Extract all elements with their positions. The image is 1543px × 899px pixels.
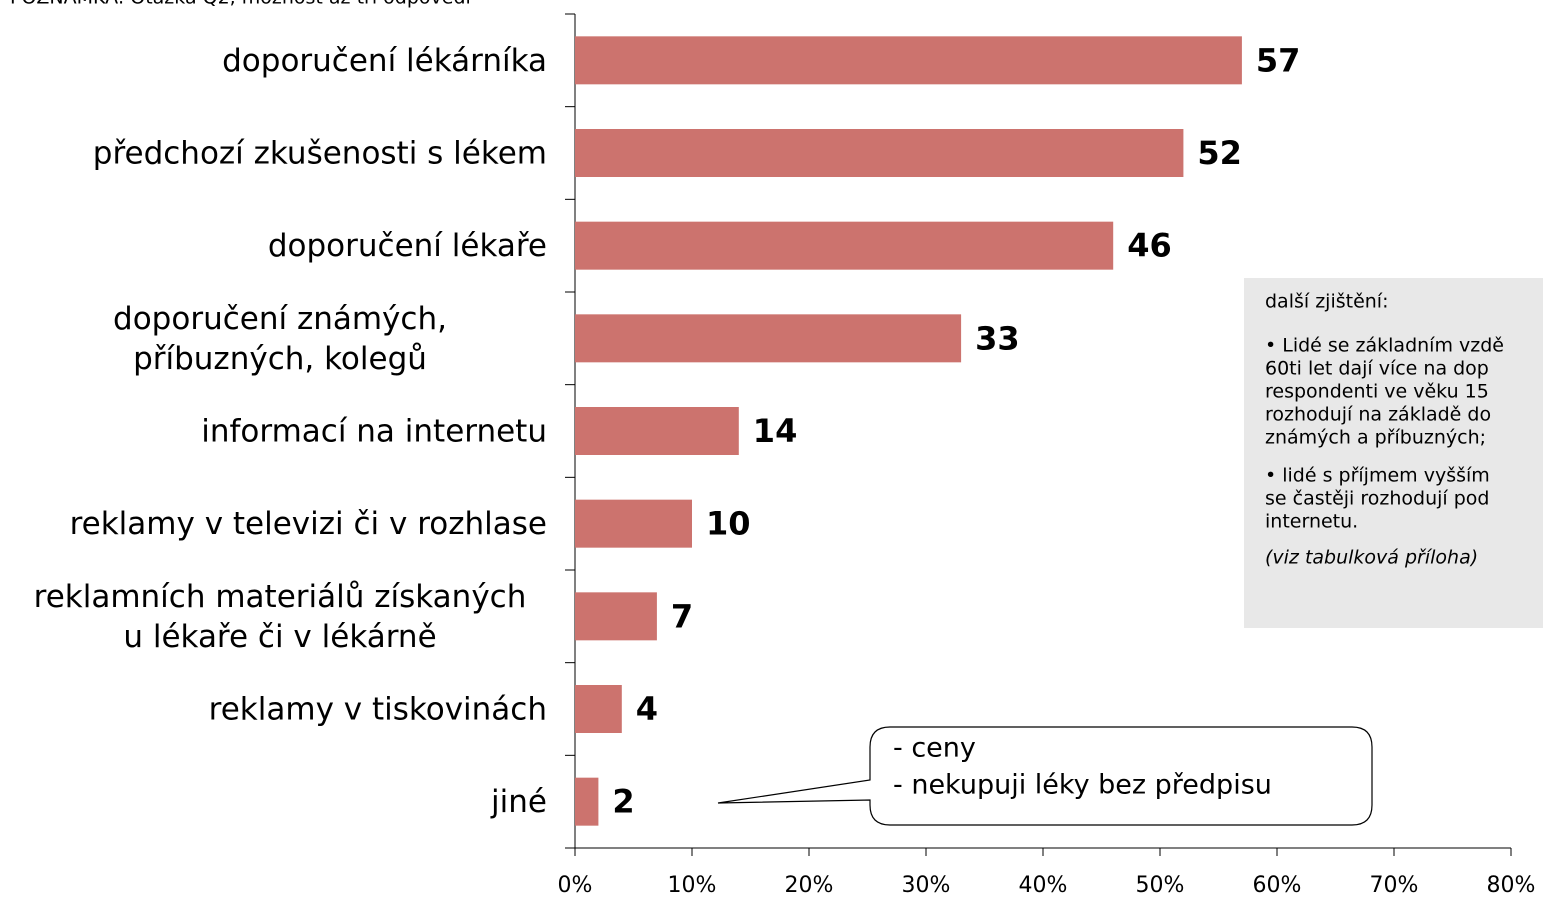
- bar: [575, 592, 657, 641]
- side-text: rozhodují na základě do: [1265, 404, 1491, 426]
- x-tick-label: 70%: [1370, 873, 1419, 898]
- side-text: internetu.: [1265, 511, 1358, 533]
- side-text: známých a příbuzných;: [1265, 427, 1486, 449]
- x-tick-label: 60%: [1253, 873, 1302, 898]
- side-text: se častěji rozhodují pod: [1265, 488, 1489, 510]
- x-tick-label: 0%: [558, 873, 593, 898]
- bar: [575, 129, 1184, 177]
- category-label: jiné: [490, 784, 547, 820]
- note: POZNÁMKA: Otázka Q2, možnost až tři odpo…: [10, 0, 471, 9]
- category-label: příbuzných, kolegů: [133, 341, 427, 377]
- side-heading: další zjištění:: [1265, 291, 1389, 313]
- side-text: • lidé s příjmem vyšším: [1265, 465, 1490, 487]
- value-label: 52: [1197, 134, 1242, 172]
- value-label: 4: [636, 690, 658, 728]
- bar: [575, 221, 1114, 270]
- side-text: respondenti ve věku 15: [1265, 381, 1489, 403]
- x-tick-label: 30%: [902, 873, 951, 898]
- x-tick-label: 40%: [1019, 873, 1068, 898]
- bar: [575, 685, 622, 733]
- bar: [575, 407, 739, 455]
- value-label: 14: [753, 412, 798, 450]
- x-tick-label: 50%: [1136, 873, 1185, 898]
- value-label: 57: [1256, 41, 1301, 79]
- category-label: doporučení lékaře: [268, 228, 547, 264]
- bar: [575, 499, 692, 548]
- category-label: reklamy v tiskovinách: [209, 692, 547, 728]
- category-label: doporučení známých,: [113, 301, 447, 337]
- value-label: 7: [671, 597, 693, 635]
- value-label: 46: [1127, 227, 1172, 265]
- value-label: 33: [975, 319, 1020, 357]
- category-label: u lékaře či v lékárně: [123, 619, 436, 655]
- side-box: [1244, 278, 1543, 628]
- category-label: reklamy v televizi či v rozhlase: [70, 506, 547, 542]
- bar: [575, 777, 599, 826]
- x-tick-label: 20%: [785, 873, 834, 898]
- callout-text: - nekupuji léky bez předpisu: [893, 770, 1272, 801]
- bar: [575, 36, 1242, 85]
- value-label: 2: [612, 783, 634, 821]
- value-label: 10: [706, 505, 751, 543]
- callout-bubble: [717, 726, 1373, 826]
- category-label: reklamních materiálů získaných: [34, 579, 527, 615]
- x-tick-label: 80%: [1487, 873, 1536, 898]
- side-footnote: (viz tabulková příloha): [1265, 547, 1478, 569]
- side-text: • Lidé se základním vzdě: [1265, 335, 1504, 357]
- side-text: 60ti let dají více na dop: [1265, 358, 1489, 380]
- category-label: informací na internetu: [201, 414, 547, 450]
- category-label: předchozí zkušenosti s lékem: [93, 136, 547, 172]
- bar: [575, 314, 962, 363]
- category-label: doporučení lékárníka: [222, 43, 547, 79]
- callout-text: - ceny: [893, 733, 976, 764]
- x-tick-label: 10%: [668, 873, 717, 898]
